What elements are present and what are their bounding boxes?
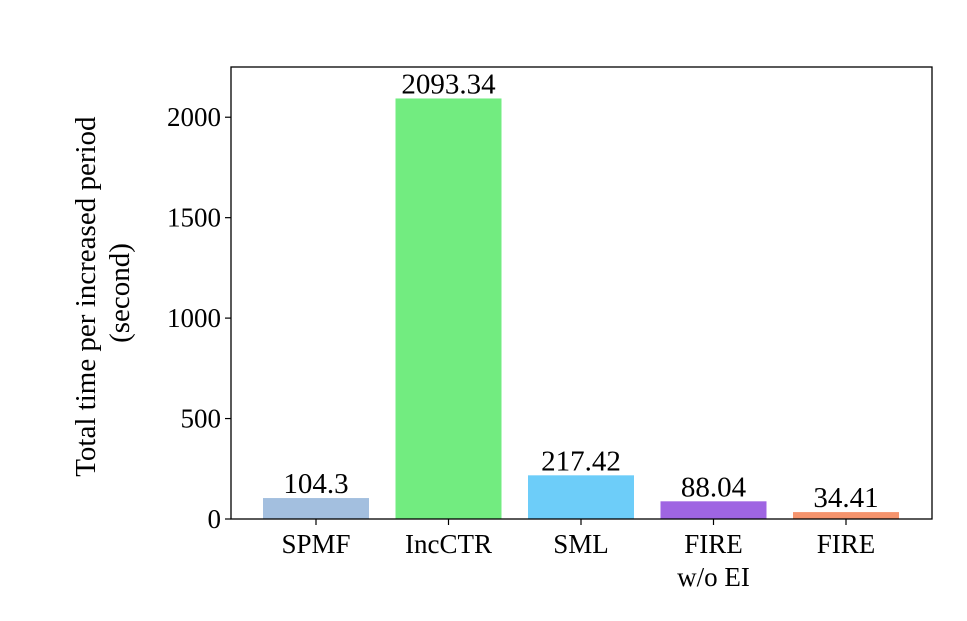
bar-sml-2 <box>528 475 634 519</box>
y-axis-title-line-1: Total time per increased period <box>70 116 102 477</box>
y-tick-label-1000: 1000 <box>167 303 221 333</box>
y-axis-title: Total time per increased period (second) <box>70 109 136 477</box>
y-axis-title-line-2: (second) <box>104 243 136 343</box>
value-label-spmf-0: 104.3 <box>283 468 348 500</box>
bars-layer <box>263 98 899 519</box>
x-axis: SPMF IncCTR SML FIRE w/o EI FIRE <box>281 519 875 592</box>
y-tick-label-500: 500 <box>181 404 222 434</box>
value-label-sml-2: 217.42 <box>541 445 621 477</box>
value-label-fire-4: 34.41 <box>813 482 878 514</box>
x-tick-label-incctr-1: IncCTR <box>405 529 492 559</box>
bar-incctr-1 <box>395 98 502 519</box>
bar-fire-w-o-ei-3 <box>660 501 767 519</box>
y-tick-label-0: 0 <box>208 504 222 534</box>
bar-spmf-0 <box>263 498 369 519</box>
value-label-incctr-1: 2093.34 <box>401 68 496 100</box>
x-tick-label-sml-2: SML <box>553 529 609 559</box>
value-labels-layer: 104.3 2093.34 217.42 88.04 34.41 <box>283 68 878 514</box>
x-tick-label-spmf-0: SPMF <box>281 529 350 559</box>
y-tick-label-2000: 2000 <box>167 102 221 132</box>
x-tick-label-fire-w-o-ei-3: FIRE w/o EI <box>677 529 750 592</box>
y-axis: 0 500 1000 1500 2000 <box>167 102 231 534</box>
x-tick-label-fire-4: FIRE <box>817 529 876 559</box>
bar-fire-4 <box>793 512 899 519</box>
value-label-fire-w-o-ei-3: 88.04 <box>681 471 747 503</box>
y-tick-label-1500: 1500 <box>167 203 221 233</box>
